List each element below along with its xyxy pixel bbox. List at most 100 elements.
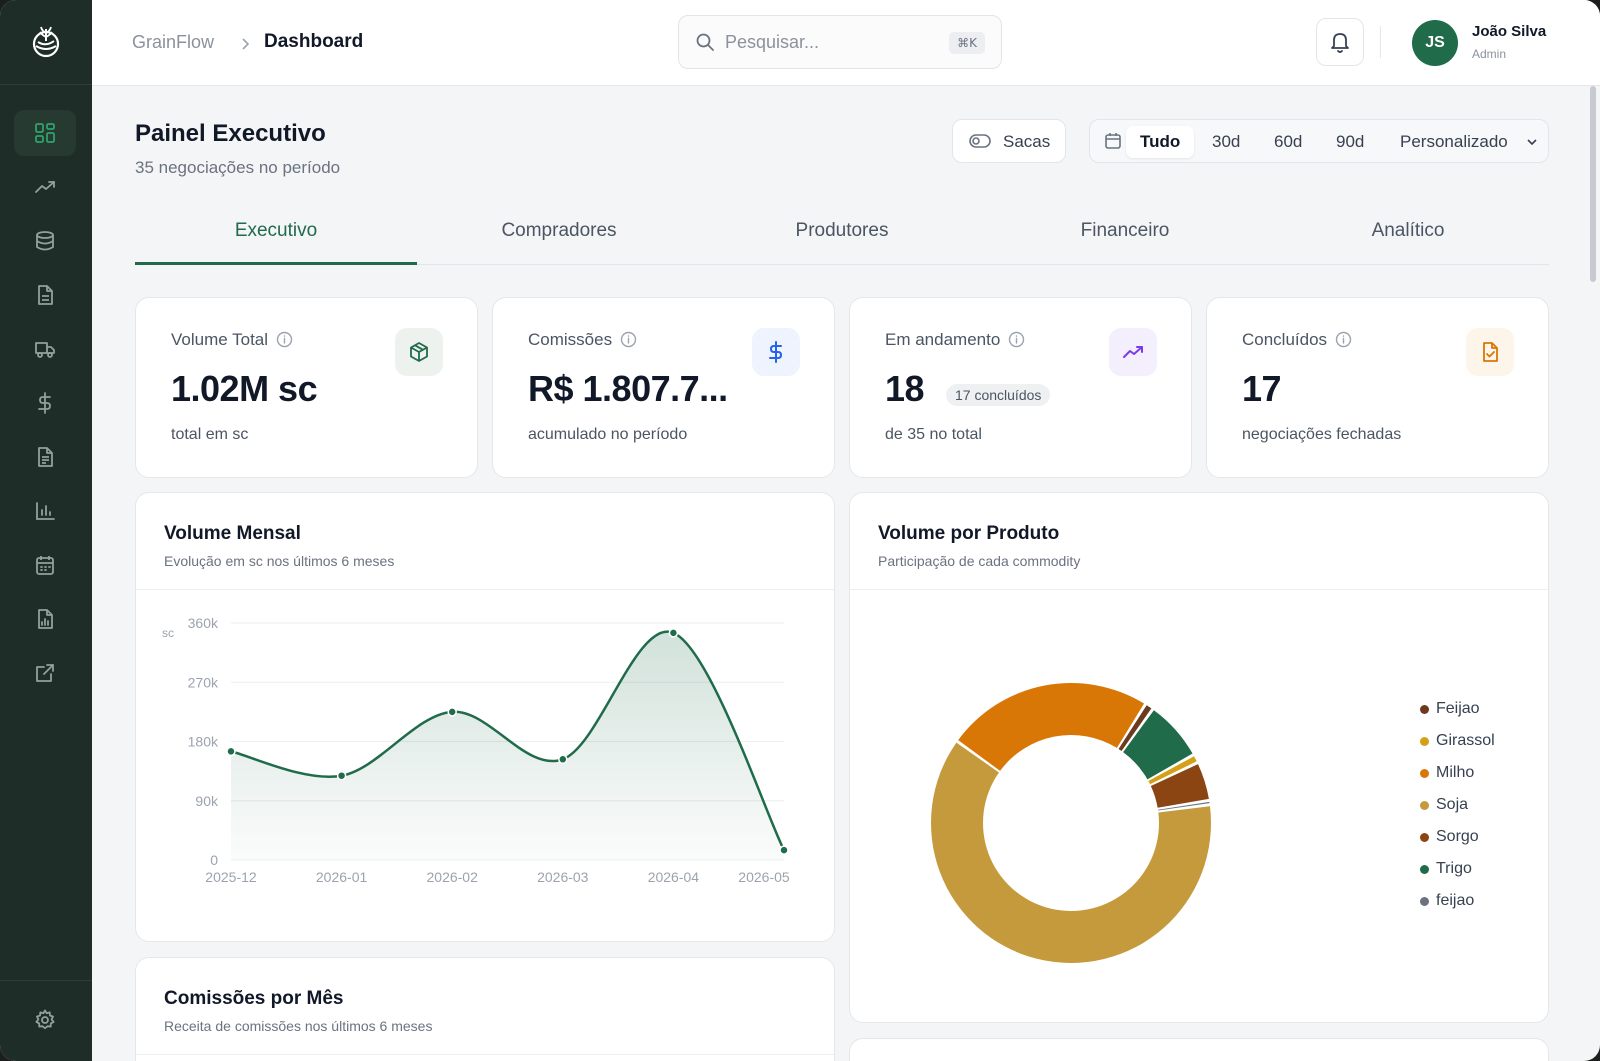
range-option-60d[interactable]: 60d (1274, 132, 1303, 151)
stat-label: Volume Total (171, 330, 293, 350)
stat-card-comissoes: Comissões R$ 1.807.7... acumulado no per… (492, 297, 835, 478)
box-icon (395, 328, 443, 376)
info-icon[interactable] (1335, 331, 1352, 348)
range-option-30d[interactable]: 30d (1212, 132, 1241, 151)
x-tick-label: 2026-03 (537, 869, 589, 885)
tab-executivo[interactable]: Executivo (135, 205, 417, 265)
sidebar-item-reports[interactable] (14, 596, 76, 642)
chart-title: Volume por Produto (878, 523, 1060, 544)
sidebar-item-export[interactable] (14, 650, 76, 696)
info-icon[interactable] (620, 331, 637, 348)
legend-label: Sorgo (1436, 828, 1479, 845)
tab-produtores[interactable]: Produtores (795, 220, 889, 241)
legend-item[interactable]: Milho (1420, 757, 1495, 789)
info-icon[interactable] (1008, 331, 1025, 348)
chart-subtitle: Receita de comissões nos últimos 6 meses (164, 1018, 433, 1034)
sidebar-item-logistics[interactable] (14, 326, 76, 372)
legend-item[interactable]: Feijao (1420, 693, 1495, 725)
volume-produto-card: Volume por Produto Participação de cada … (849, 492, 1549, 1023)
tab-compradores[interactable]: Compradores (501, 220, 617, 241)
date-range-selector: Tudo 30d 60d 90d Personalizado (1089, 119, 1549, 163)
stat-footer: negociações fechadas (1242, 426, 1402, 443)
x-tick-label: 2026-02 (427, 869, 479, 885)
stat-value: 1.02M sc (171, 368, 318, 409)
topbar: GrainFlow Dashboard ⌘K JS João Silva Adm… (92, 0, 1600, 86)
sidebar-footer (0, 980, 92, 1061)
grainflow-logo[interactable] (0, 0, 92, 85)
y-tick-label: 180k (188, 734, 219, 750)
file-text-icon (38, 447, 53, 467)
scrollbar[interactable] (1590, 86, 1596, 282)
legend-label: Soja (1436, 796, 1469, 813)
legend-swatch (1420, 833, 1429, 842)
y-tick-label: 270k (188, 674, 219, 690)
data-point (226, 746, 236, 757)
legend-item[interactable]: Sorgo (1420, 821, 1495, 853)
sidebar (0, 0, 92, 1061)
range-option-custom[interactable]: Personalizado (1400, 126, 1537, 158)
document-icon (38, 285, 53, 305)
x-tick-label: 2026-01 (316, 869, 368, 885)
breadcrumb-root[interactable]: GrainFlow (132, 32, 215, 52)
calendar-icon (1105, 133, 1121, 149)
pie-slice-soja (931, 742, 1211, 964)
bell-icon (1331, 33, 1349, 53)
unit-toggle[interactable]: Sacas (952, 119, 1066, 163)
divider (136, 1054, 834, 1055)
divider (136, 589, 834, 590)
chart-subtitle: Participação de cada commodity (878, 553, 1081, 569)
sidebar-item-trends[interactable] (14, 164, 76, 210)
pie-slice-sorgo (1150, 764, 1209, 808)
calendar-icon (36, 556, 54, 575)
tab-analitico[interactable]: Analítico (1371, 220, 1445, 241)
info-icon[interactable] (276, 331, 293, 348)
sidebar-item-dashboard[interactable] (14, 110, 76, 156)
chart-title: Comissões por Mês (164, 988, 344, 1009)
chart-subtitle: Evolução em sc nos últimos 6 meses (164, 553, 395, 569)
sidebar-item-calendar[interactable] (14, 542, 76, 588)
sidebar-item-database[interactable] (14, 218, 76, 264)
legend-item[interactable]: feijao (1420, 885, 1495, 917)
stat-label: Concluídos (1242, 330, 1352, 350)
trending-up-icon (1109, 328, 1157, 376)
sidebar-item-documents[interactable] (14, 272, 76, 318)
range-option-all[interactable]: Tudo (1126, 126, 1195, 158)
data-point (668, 628, 679, 638)
legend-label: Feijao (1436, 700, 1480, 717)
legend-swatch (1420, 737, 1429, 746)
avatar[interactable]: JS (1412, 20, 1458, 66)
legend-item[interactable]: Girassol (1420, 725, 1495, 757)
volume-mensal-card: Volume Mensal Evolução em sc nos últimos… (135, 492, 835, 942)
legend-item[interactable]: Trigo (1420, 853, 1495, 885)
dollar-icon (752, 328, 800, 376)
chevron-right-icon (242, 38, 250, 50)
chart-title: Volume Mensal (164, 523, 301, 544)
notifications-button[interactable] (1316, 18, 1364, 66)
sidebar-item-finance[interactable] (14, 380, 76, 426)
y-tick-label: 360k (188, 615, 219, 631)
gear-icon (35, 1009, 55, 1030)
x-tick-label: 2026-04 (648, 869, 700, 885)
sidebar-item-contracts[interactable] (14, 434, 76, 480)
legend-swatch (1420, 769, 1429, 778)
search-icon (696, 33, 714, 51)
search-box[interactable]: ⌘K (678, 15, 1002, 69)
y-axis-label: sc (162, 626, 174, 640)
next-card (849, 1038, 1549, 1061)
range-option-90d[interactable]: 90d (1336, 132, 1365, 151)
topbar-divider (1380, 26, 1381, 58)
sidebar-item-analytics[interactable] (14, 488, 76, 534)
stat-footer: acumulado no período (528, 426, 688, 443)
unit-toggle-label: Sacas (1003, 132, 1051, 151)
settings-button[interactable] (14, 997, 76, 1043)
divider (850, 589, 1548, 590)
search-shortcut: ⌘K (949, 32, 985, 54)
legend-label: Trigo (1436, 860, 1472, 877)
stat-card-em-andamento: Em andamento 18 17 concluídos de 35 no t… (849, 297, 1192, 478)
bar-chart-icon (36, 502, 55, 520)
stat-label: Comissões (528, 330, 637, 350)
search-input[interactable] (725, 30, 925, 54)
tab-financeiro[interactable]: Financeiro (1080, 220, 1170, 241)
legend-item[interactable]: Soja (1420, 789, 1495, 821)
